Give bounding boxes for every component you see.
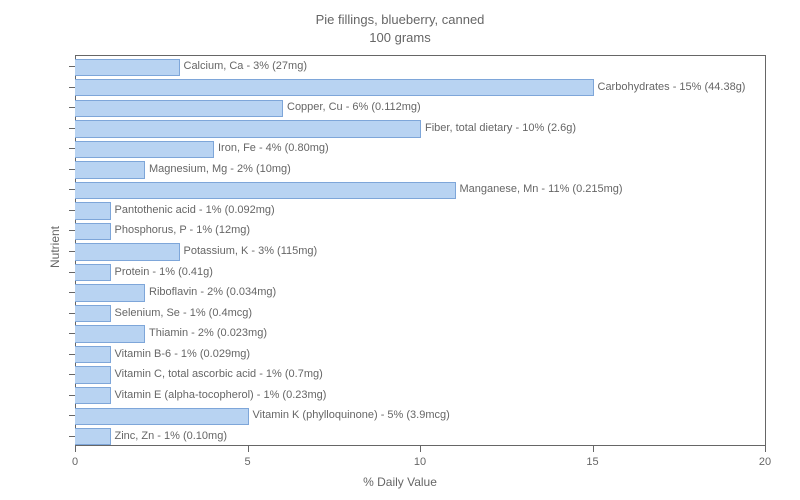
bar-label: Calcium, Ca - 3% (27mg) [184, 60, 307, 72]
x-tick-label: 0 [72, 456, 78, 468]
bar-label: Protein - 1% (0.41g) [115, 266, 213, 278]
bar [75, 59, 180, 76]
y-axis-title: Nutrient [48, 207, 62, 287]
bar-label: Phosphorus, P - 1% (12mg) [115, 224, 251, 236]
x-tick [75, 446, 76, 452]
bar [75, 120, 421, 137]
bar-row: Carbohydrates - 15% (44.38g) [75, 79, 765, 94]
x-tick [420, 446, 421, 452]
bar-label: Potassium, K - 3% (115mg) [184, 245, 318, 257]
bar [75, 325, 145, 342]
bar-row: Pantothenic acid - 1% (0.092mg) [75, 202, 765, 217]
x-tick-label: 20 [759, 456, 771, 468]
bar-label: Vitamin B-6 - 1% (0.029mg) [115, 348, 251, 360]
x-axis-title: % Daily Value [0, 475, 800, 489]
bar [75, 202, 111, 219]
plot-area: 05101520Calcium, Ca - 3% (27mg)Carbohydr… [75, 55, 766, 446]
bar-label: Pantothenic acid - 1% (0.092mg) [115, 204, 275, 216]
chart-title-line1: Pie fillings, blueberry, canned [0, 12, 800, 27]
nutrient-chart: Pie fillings, blueberry, canned 100 gram… [0, 0, 800, 500]
bar-row: Magnesium, Mg - 2% (10mg) [75, 161, 765, 176]
bar-row: Thiamin - 2% (0.023mg) [75, 325, 765, 340]
bar-label: Zinc, Zn - 1% (0.10mg) [115, 430, 227, 442]
bar [75, 79, 594, 96]
bar [75, 100, 283, 117]
x-tick-label: 10 [414, 456, 426, 468]
bar [75, 428, 111, 445]
x-tick [765, 446, 766, 452]
bar-label: Vitamin C, total ascorbic acid - 1% (0.7… [115, 368, 323, 380]
x-tick [248, 446, 249, 452]
bar-row: Selenium, Se - 1% (0.4mcg) [75, 305, 765, 320]
bar-row: Vitamin E (alpha-tocopherol) - 1% (0.23m… [75, 387, 765, 402]
bar [75, 305, 111, 322]
bar [75, 408, 249, 425]
chart-title-line2: 100 grams [0, 30, 800, 45]
bar-label: Carbohydrates - 15% (44.38g) [598, 81, 746, 93]
bar-row: Riboflavin - 2% (0.034mg) [75, 284, 765, 299]
bar-label: Manganese, Mn - 11% (0.215mg) [460, 183, 623, 195]
bar [75, 161, 145, 178]
bar-row: Zinc, Zn - 1% (0.10mg) [75, 428, 765, 443]
bar-row: Vitamin C, total ascorbic acid - 1% (0.7… [75, 366, 765, 381]
bar-row: Phosphorus, P - 1% (12mg) [75, 223, 765, 238]
bar [75, 182, 456, 199]
bar [75, 141, 214, 158]
bar [75, 223, 111, 240]
bar-row: Vitamin B-6 - 1% (0.029mg) [75, 346, 765, 361]
bar-row: Calcium, Ca - 3% (27mg) [75, 59, 765, 74]
bar [75, 264, 111, 281]
bar [75, 387, 111, 404]
bar-label: Vitamin K (phylloquinone) - 5% (3.9mcg) [253, 409, 450, 421]
bar [75, 284, 145, 301]
x-tick [593, 446, 594, 452]
bar [75, 243, 180, 260]
bar-label: Selenium, Se - 1% (0.4mcg) [115, 307, 253, 319]
x-tick-label: 15 [586, 456, 598, 468]
bar-label: Riboflavin - 2% (0.034mg) [149, 286, 276, 298]
bar-label: Vitamin E (alpha-tocopherol) - 1% (0.23m… [115, 389, 327, 401]
bar-label: Fiber, total dietary - 10% (2.6g) [425, 122, 576, 134]
bar [75, 346, 111, 363]
bar-row: Manganese, Mn - 11% (0.215mg) [75, 182, 765, 197]
bar [75, 366, 111, 383]
x-tick-label: 5 [244, 456, 250, 468]
bar-label: Iron, Fe - 4% (0.80mg) [218, 142, 329, 154]
bar-row: Protein - 1% (0.41g) [75, 264, 765, 279]
bar-row: Potassium, K - 3% (115mg) [75, 243, 765, 258]
bar-row: Iron, Fe - 4% (0.80mg) [75, 141, 765, 156]
bar-row: Vitamin K (phylloquinone) - 5% (3.9mcg) [75, 408, 765, 423]
bar-row: Copper, Cu - 6% (0.112mg) [75, 100, 765, 115]
bar-label: Magnesium, Mg - 2% (10mg) [149, 163, 291, 175]
bar-row: Fiber, total dietary - 10% (2.6g) [75, 120, 765, 135]
bar-label: Copper, Cu - 6% (0.112mg) [287, 101, 421, 113]
bar-label: Thiamin - 2% (0.023mg) [149, 327, 267, 339]
